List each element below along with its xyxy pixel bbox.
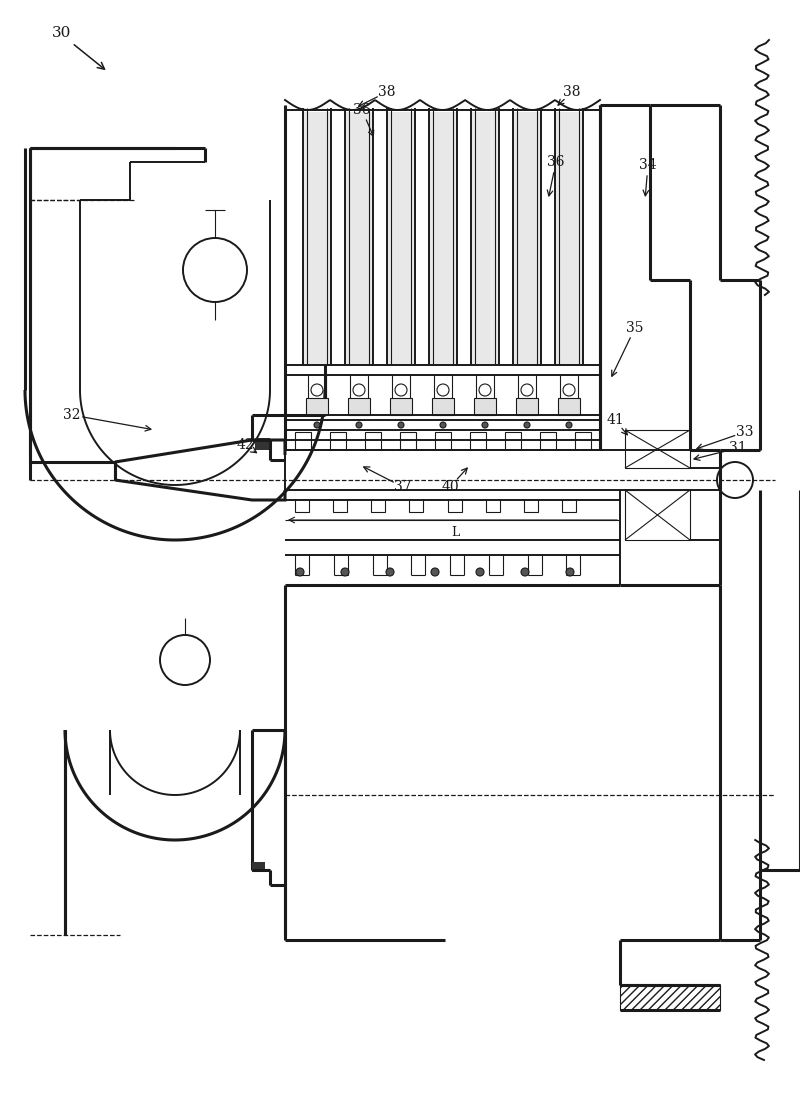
Bar — [558, 398, 580, 415]
Circle shape — [563, 385, 575, 396]
Circle shape — [521, 385, 533, 396]
Bar — [620, 985, 720, 1010]
Bar — [348, 398, 370, 415]
Circle shape — [311, 385, 323, 396]
Circle shape — [479, 385, 491, 396]
Bar — [306, 398, 328, 415]
Circle shape — [296, 568, 304, 576]
Circle shape — [524, 422, 530, 428]
Text: 35: 35 — [626, 320, 644, 335]
Text: 32: 32 — [63, 408, 81, 422]
Bar — [474, 398, 496, 415]
Circle shape — [440, 422, 446, 428]
Text: 38: 38 — [378, 85, 396, 99]
Text: 40: 40 — [441, 480, 459, 494]
Text: 36: 36 — [547, 155, 565, 169]
Bar — [429, 112, 457, 365]
Bar — [513, 112, 541, 365]
Circle shape — [482, 422, 488, 428]
Bar — [252, 862, 265, 872]
Circle shape — [437, 385, 449, 396]
Circle shape — [566, 568, 574, 576]
Circle shape — [476, 568, 484, 576]
Circle shape — [566, 422, 572, 428]
Bar — [555, 112, 583, 365]
Text: L: L — [451, 526, 459, 538]
Bar — [303, 112, 331, 365]
Circle shape — [398, 422, 404, 428]
Circle shape — [431, 568, 439, 576]
Bar — [255, 438, 270, 450]
Circle shape — [386, 568, 394, 576]
Text: 41: 41 — [606, 413, 624, 427]
Circle shape — [353, 385, 365, 396]
Text: 33: 33 — [736, 425, 754, 439]
Bar — [390, 398, 412, 415]
Bar — [345, 112, 373, 365]
Text: 37: 37 — [394, 480, 412, 494]
Bar — [516, 398, 538, 415]
Circle shape — [356, 422, 362, 428]
Circle shape — [314, 422, 320, 428]
Circle shape — [341, 568, 349, 576]
Bar — [387, 112, 415, 365]
Text: 30: 30 — [52, 27, 71, 40]
Text: 31: 31 — [729, 441, 747, 455]
Text: 38: 38 — [563, 85, 581, 99]
Bar — [471, 112, 499, 365]
Text: 36: 36 — [354, 103, 370, 117]
Text: 34: 34 — [639, 158, 657, 172]
Text: 42: 42 — [236, 438, 254, 452]
Circle shape — [521, 568, 529, 576]
Circle shape — [395, 385, 407, 396]
Bar — [432, 398, 454, 415]
